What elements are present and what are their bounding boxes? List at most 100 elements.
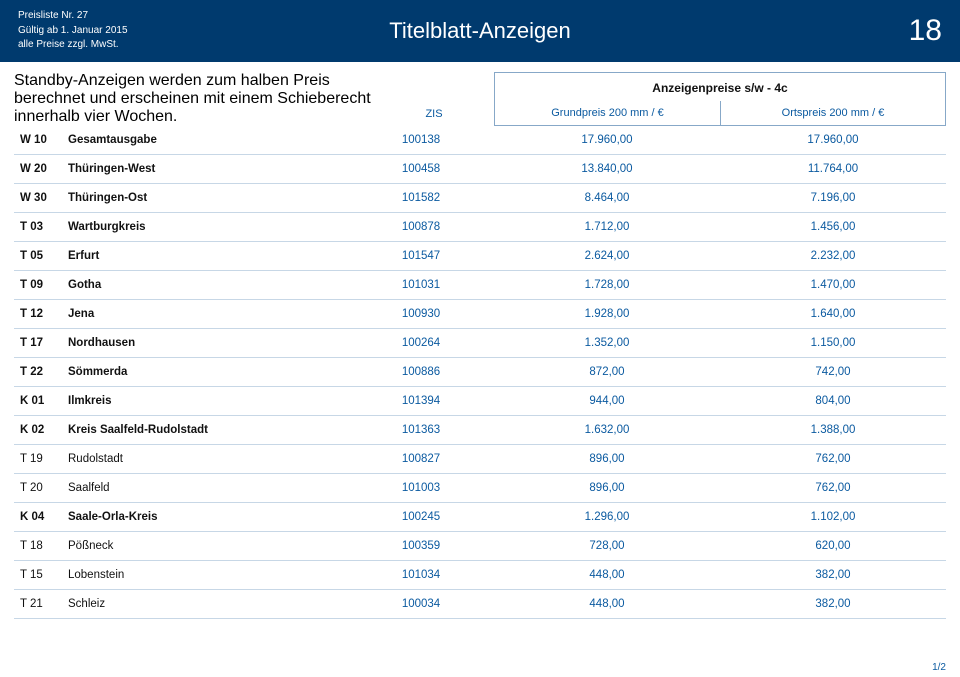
cell-code: W 10 — [14, 126, 64, 155]
cell-grundpreis: 448,00 — [494, 590, 720, 619]
table-row: T 15Lobenstein101034448,00382,00 — [14, 561, 946, 590]
page-title: Titelblatt-Anzeigen — [389, 18, 570, 44]
cell-grundpreis: 1.728,00 — [494, 271, 720, 300]
cell-grundpreis: 896,00 — [494, 445, 720, 474]
table-header-row-1: Standby-Anzeigen werden zum halben Preis… — [14, 72, 946, 101]
col-header-grundpreis: Grundpreis 200 mm / € — [494, 101, 720, 126]
cell-name: Gotha — [64, 271, 374, 300]
page-indicator: 1/2 — [932, 662, 946, 673]
table-row: T 03Wartburgkreis1008781.712,001.456,00 — [14, 213, 946, 242]
table-row: T 05Erfurt1015472.624,002.232,00 — [14, 242, 946, 271]
cell-ortspreis: 1.102,00 — [720, 503, 946, 532]
cell-code: T 18 — [14, 532, 64, 561]
cell-ortspreis: 1.150,00 — [720, 329, 946, 358]
cell-grundpreis: 1.296,00 — [494, 503, 720, 532]
cell-zis: 100930 — [374, 300, 494, 329]
cell-grundpreis: 728,00 — [494, 532, 720, 561]
cell-grundpreis: 1.712,00 — [494, 213, 720, 242]
header-note: Standby-Anzeigen werden zum halben Preis… — [14, 72, 374, 126]
cell-name: Sömmerda — [64, 358, 374, 387]
cell-name: Ilmkreis — [64, 387, 374, 416]
cell-code: K 01 — [14, 387, 64, 416]
cell-name: Saale-Orla-Kreis — [64, 503, 374, 532]
cell-name: Rudolstadt — [64, 445, 374, 474]
cell-ortspreis: 382,00 — [720, 561, 946, 590]
cell-zis: 101031 — [374, 271, 494, 300]
cell-ortspreis: 1.456,00 — [720, 213, 946, 242]
cell-zis: 101547 — [374, 242, 494, 271]
cell-code: T 19 — [14, 445, 64, 474]
cell-zis: 100458 — [374, 155, 494, 184]
cell-zis: 100245 — [374, 503, 494, 532]
cell-code: T 21 — [14, 590, 64, 619]
table-row: K 04Saale-Orla-Kreis1002451.296,001.102,… — [14, 503, 946, 532]
table-row: T 18Pößneck100359728,00620,00 — [14, 532, 946, 561]
cell-zis: 100264 — [374, 329, 494, 358]
cell-code: T 20 — [14, 474, 64, 503]
page-header: Preisliste Nr. 27 Gültig ab 1. Januar 20… — [0, 0, 960, 62]
cell-ortspreis: 804,00 — [720, 387, 946, 416]
cell-zis: 101582 — [374, 184, 494, 213]
cell-name: Thüringen-West — [64, 155, 374, 184]
cell-code: T 09 — [14, 271, 64, 300]
cell-code: W 20 — [14, 155, 64, 184]
cell-ortspreis: 1.470,00 — [720, 271, 946, 300]
cell-grundpreis: 872,00 — [494, 358, 720, 387]
table-container: Standby-Anzeigen werden zum halben Preis… — [0, 62, 960, 619]
cell-grundpreis: 17.960,00 — [494, 126, 720, 155]
cell-code: T 12 — [14, 300, 64, 329]
cell-ortspreis: 7.196,00 — [720, 184, 946, 213]
cell-code: T 05 — [14, 242, 64, 271]
cell-zis: 101003 — [374, 474, 494, 503]
cell-ortspreis: 2.232,00 — [720, 242, 946, 271]
cell-zis: 100878 — [374, 213, 494, 242]
cell-grundpreis: 1.928,00 — [494, 300, 720, 329]
cell-name: Pößneck — [64, 532, 374, 561]
cell-ortspreis: 1.388,00 — [720, 416, 946, 445]
table-row: T 12Jena1009301.928,001.640,00 — [14, 300, 946, 329]
table-row: T 09Gotha1010311.728,001.470,00 — [14, 271, 946, 300]
cell-zis: 101363 — [374, 416, 494, 445]
cell-code: T 17 — [14, 329, 64, 358]
cell-ortspreis: 382,00 — [720, 590, 946, 619]
header-line3: alle Preise zzgl. MwSt. — [18, 38, 128, 53]
cell-code: T 15 — [14, 561, 64, 590]
table-row: W 10Gesamtausgabe10013817.960,0017.960,0… — [14, 126, 946, 155]
cell-zis: 101034 — [374, 561, 494, 590]
table-row: K 01Ilmkreis101394944,00804,00 — [14, 387, 946, 416]
table-row: T 17Nordhausen1002641.352,001.150,00 — [14, 329, 946, 358]
cell-code: T 22 — [14, 358, 64, 387]
cell-code: W 30 — [14, 184, 64, 213]
cell-name: Erfurt — [64, 242, 374, 271]
cell-zis: 100359 — [374, 532, 494, 561]
cell-name: Kreis Saalfeld-Rudolstadt — [64, 416, 374, 445]
cell-zis: 100827 — [374, 445, 494, 474]
table-row: W 30Thüringen-Ost1015828.464,007.196,00 — [14, 184, 946, 213]
cell-ortspreis: 11.764,00 — [720, 155, 946, 184]
table-row: K 02Kreis Saalfeld-Rudolstadt1013631.632… — [14, 416, 946, 445]
col-header-ortspreis: Ortspreis 200 mm / € — [720, 101, 946, 126]
cell-zis: 101394 — [374, 387, 494, 416]
header-line1: Preisliste Nr. 27 — [18, 9, 128, 24]
cell-zis: 100138 — [374, 126, 494, 155]
table-row: W 20Thüringen-West10045813.840,0011.764,… — [14, 155, 946, 184]
cell-grundpreis: 8.464,00 — [494, 184, 720, 213]
cell-code: K 02 — [14, 416, 64, 445]
cell-grundpreis: 448,00 — [494, 561, 720, 590]
cell-name: Thüringen-Ost — [64, 184, 374, 213]
cell-zis: 100886 — [374, 358, 494, 387]
cell-grundpreis: 896,00 — [494, 474, 720, 503]
cell-name: Schleiz — [64, 590, 374, 619]
cell-name: Nordhausen — [64, 329, 374, 358]
cell-ortspreis: 1.640,00 — [720, 300, 946, 329]
cell-ortspreis: 742,00 — [720, 358, 946, 387]
cell-name: Wartburgkreis — [64, 213, 374, 242]
cell-ortspreis: 762,00 — [720, 474, 946, 503]
table-row: T 20Saalfeld101003896,00762,00 — [14, 474, 946, 503]
cell-code: T 03 — [14, 213, 64, 242]
cell-code: K 04 — [14, 503, 64, 532]
cell-name: Jena — [64, 300, 374, 329]
cell-ortspreis: 17.960,00 — [720, 126, 946, 155]
cell-ortspreis: 762,00 — [720, 445, 946, 474]
cell-ortspreis: 620,00 — [720, 532, 946, 561]
